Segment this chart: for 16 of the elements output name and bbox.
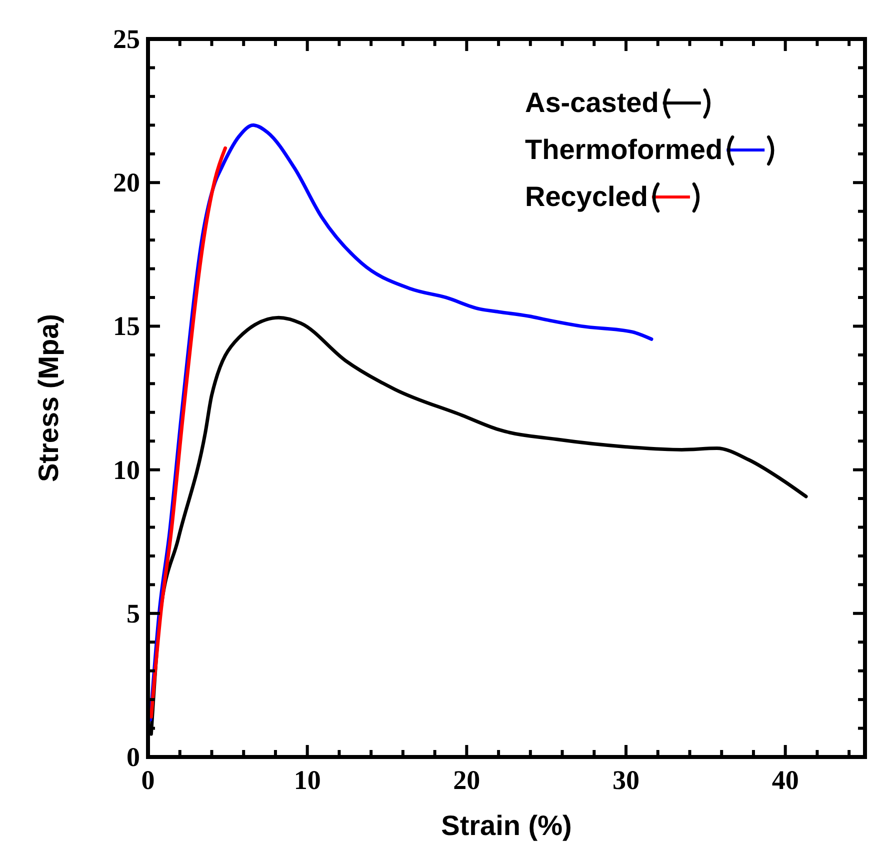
y-axis-title: Stress (Mpa): [33, 314, 64, 482]
x-tick-label: 10: [294, 765, 321, 795]
legend-label: Recycled: [525, 181, 648, 212]
y-tick-label: 20: [113, 168, 140, 198]
legend-label: Thermoformed: [525, 134, 723, 165]
y-tick-label: 25: [113, 24, 140, 54]
x-tick-label: 20: [453, 765, 480, 795]
y-tick-label: 0: [126, 742, 140, 772]
x-tick-label: 40: [772, 765, 799, 795]
y-tick-label: 10: [113, 454, 140, 485]
y-tick-label: 15: [113, 311, 140, 342]
x-tick-label: 30: [612, 765, 640, 795]
legend-label: As-casted: [525, 87, 659, 118]
y-tick-label: 5: [126, 598, 140, 628]
x-axis-title: Strain (%): [441, 810, 572, 841]
line-series: [149, 146, 228, 719]
